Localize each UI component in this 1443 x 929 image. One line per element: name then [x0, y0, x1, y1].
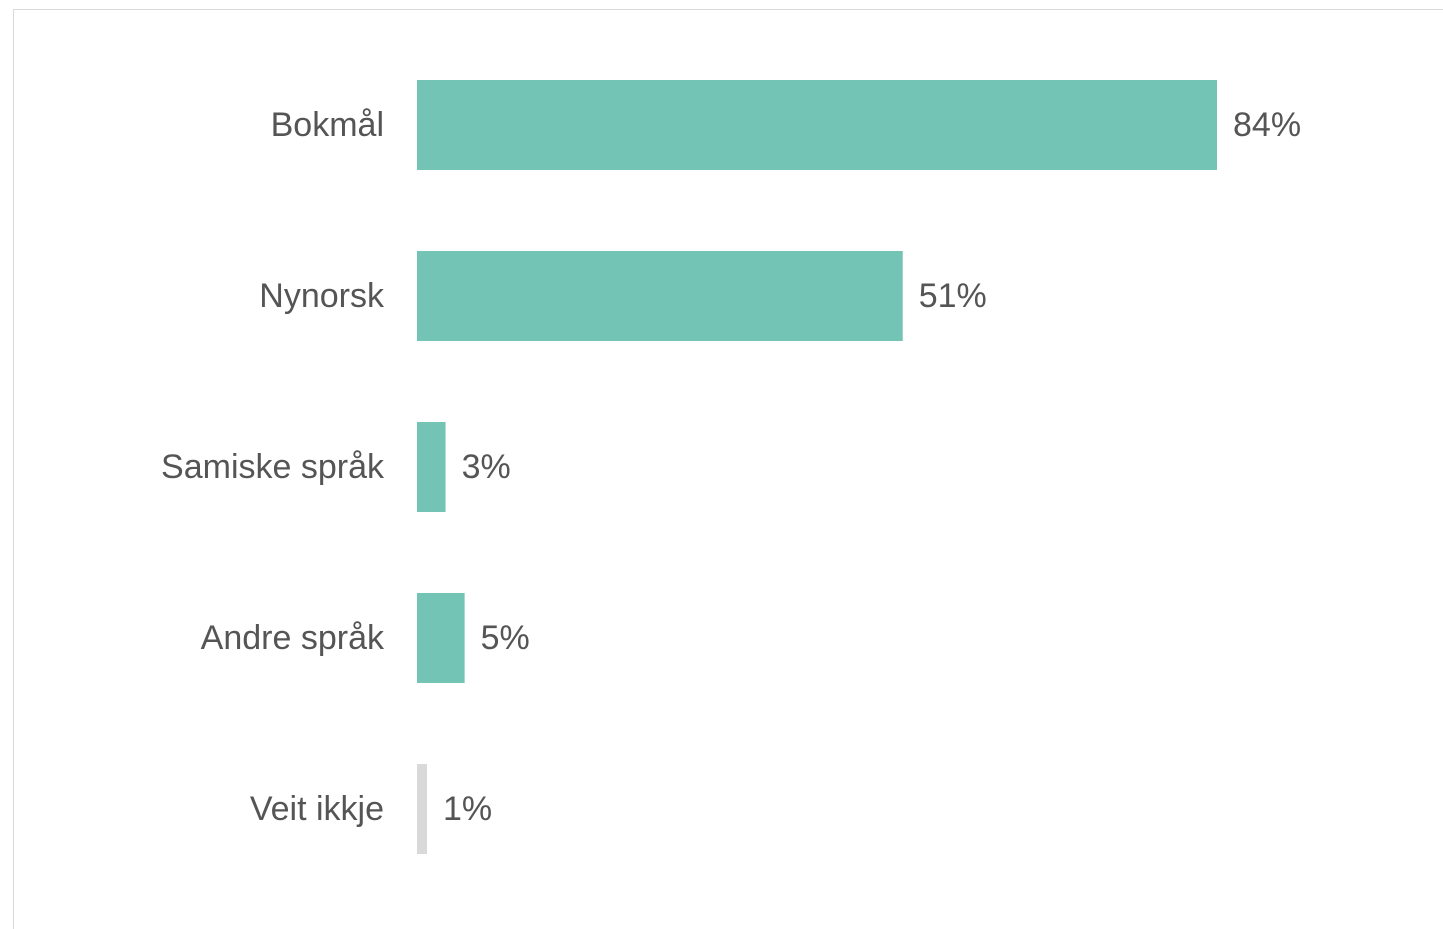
bar-bokmal	[417, 80, 1217, 170]
value-label-nynorsk: 51%	[919, 277, 987, 315]
bar-veit-ikkje	[417, 764, 427, 854]
value-label-andre-sprak: 5%	[481, 619, 530, 657]
category-label-veit-ikkje: Veit ikkje	[250, 790, 384, 828]
value-label-veit-ikkje: 1%	[443, 790, 492, 828]
category-label-samiske-sprak: Samiske språk	[161, 448, 385, 486]
value-label-samiske-sprak: 3%	[462, 448, 511, 486]
category-label-bokmal: Bokmål	[271, 106, 384, 144]
bar-andre-sprak	[417, 593, 465, 683]
value-label-bokmal: 84%	[1233, 106, 1301, 144]
category-labels-group: Bokmål Nynorsk Samiske språk Andre språk Vei…	[161, 106, 385, 828]
category-label-nynorsk: Nynorsk	[259, 277, 385, 315]
value-labels-group: 84% 51% 3% 5% 1%	[443, 106, 1301, 828]
bars-group	[417, 80, 1217, 854]
bar-nynorsk	[417, 251, 903, 341]
bar-samiske-sprak	[417, 422, 446, 512]
category-label-andre-sprak: Andre språk	[201, 619, 385, 657]
